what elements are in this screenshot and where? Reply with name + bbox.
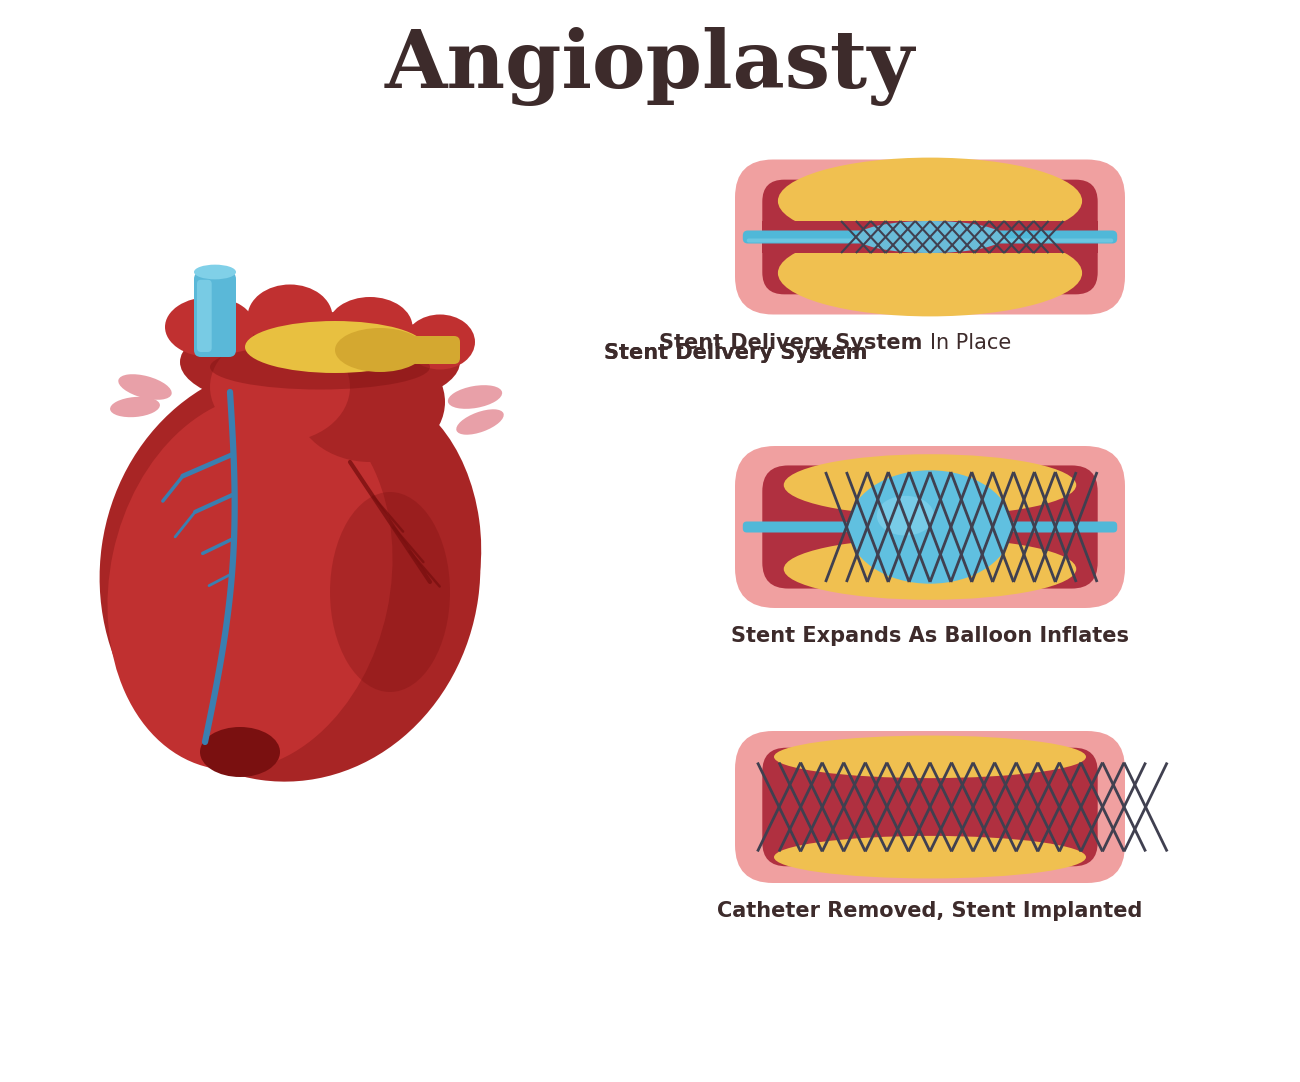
FancyBboxPatch shape [1011,522,1117,532]
Ellipse shape [100,362,481,781]
Ellipse shape [456,409,503,435]
Text: In Place: In Place [930,332,1011,353]
Ellipse shape [165,296,255,357]
Text: Angioplasty: Angioplasty [385,27,915,106]
Ellipse shape [299,393,481,671]
FancyBboxPatch shape [734,159,1124,315]
Ellipse shape [876,496,935,536]
Text: Stent Delivery System: Stent Delivery System [604,343,875,362]
Text: Stent Delivery System: Stent Delivery System [659,332,930,353]
Ellipse shape [774,736,1086,778]
Ellipse shape [774,836,1086,879]
FancyBboxPatch shape [734,731,1124,883]
FancyBboxPatch shape [762,748,1097,867]
Ellipse shape [108,394,393,770]
Ellipse shape [855,221,1004,253]
FancyBboxPatch shape [734,446,1124,608]
FancyBboxPatch shape [762,221,1097,253]
FancyBboxPatch shape [742,230,1117,243]
Ellipse shape [118,374,172,399]
Ellipse shape [211,332,350,443]
FancyBboxPatch shape [194,272,237,357]
Ellipse shape [784,454,1076,516]
Ellipse shape [194,265,237,279]
Ellipse shape [244,321,425,373]
FancyBboxPatch shape [762,180,1097,294]
Ellipse shape [179,312,460,412]
Ellipse shape [211,344,430,390]
Text: Stent Delivery System: Stent Delivery System [604,343,875,362]
Ellipse shape [200,727,280,777]
Text: Stent Expands As Balloon Inflates: Stent Expands As Balloon Inflates [731,626,1128,646]
Ellipse shape [406,315,474,369]
Ellipse shape [335,328,425,372]
Ellipse shape [330,492,450,692]
FancyBboxPatch shape [762,465,1097,589]
Ellipse shape [784,538,1076,599]
Ellipse shape [247,285,333,349]
Ellipse shape [111,397,160,418]
Ellipse shape [777,158,1082,245]
Ellipse shape [777,229,1082,316]
Ellipse shape [848,471,1011,583]
FancyBboxPatch shape [410,337,460,364]
Ellipse shape [179,692,280,762]
Ellipse shape [295,342,445,462]
Ellipse shape [328,296,412,357]
FancyBboxPatch shape [198,280,212,352]
Ellipse shape [448,385,502,409]
FancyBboxPatch shape [746,238,1113,242]
FancyBboxPatch shape [742,522,848,532]
Text: Catheter Removed, Stent Implanted: Catheter Removed, Stent Implanted [718,901,1143,921]
